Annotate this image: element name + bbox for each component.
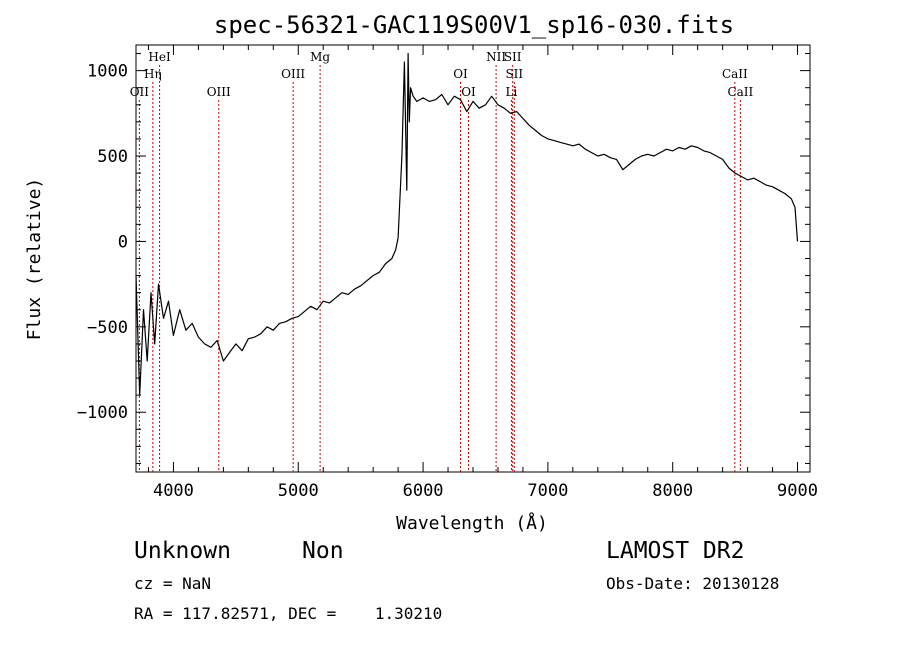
obs-date-label: Obs-Date: 20130128 [606, 574, 780, 593]
line-label-lines_mid-4: CaII [722, 67, 748, 81]
y-tick-label-4: 1000 [87, 62, 128, 82]
line-label-lines_mid-0: Hη [144, 67, 162, 81]
y-tick-label-0: −1000 [77, 403, 128, 423]
x-axis-label: Wavelength (Å) [396, 512, 548, 534]
line-label-lines_mid-1: OIII [281, 67, 305, 81]
line-label-lines_mid-3: SII [505, 67, 523, 81]
y-tick-label-3: 500 [97, 147, 128, 167]
redshift-label: cz = NaN [134, 574, 212, 593]
spectrum-series [135, 52, 799, 396]
coordinates-label: RA = 117.82571, DEC = 1.30210 [134, 604, 443, 623]
plot-frame [135, 44, 811, 473]
chart-title: spec-56321-GAC119S00V1_sp16-030.fits [214, 11, 734, 39]
y-axis-ticks: −1000 −500 0 500 1000 [77, 53, 810, 464]
classification-label: Unknown [134, 538, 231, 564]
line-label-lines_top-0: HeI [148, 50, 171, 64]
line-label-lines_low-1: OIII [207, 85, 231, 99]
x-tick-label-2: 6000 [403, 481, 444, 501]
line-label-lines_top-1: Mg [310, 50, 330, 64]
line-label-lines_low-3: Li [506, 85, 518, 99]
y-tick-label-1: −500 [87, 318, 128, 338]
y-axis-label: Flux (relative) [24, 178, 45, 341]
line-label-lines_low-0: OII [130, 85, 150, 99]
y-tick-label-2: 0 [118, 232, 128, 252]
x-tick-label-0: 4000 [153, 481, 194, 501]
x-tick-label-1: 5000 [278, 481, 319, 501]
x-tick-label-5: 9000 [777, 481, 818, 501]
x-tick-label-3: 7000 [527, 481, 568, 501]
emission-line-markers [138, 65, 741, 472]
line-label-lines_mid-2: OI [453, 67, 468, 81]
line-label-lines_low-4: CaII [727, 85, 753, 99]
line-label-lines_top-3: SII [504, 50, 522, 64]
x-tick-label-4: 8000 [652, 481, 693, 501]
subclass-label: Non [302, 538, 344, 564]
spectrum-line-0 [135, 52, 799, 396]
line-label-lines_low-2: OI [461, 85, 476, 99]
x-axis-ticks: 4000 5000 6000 7000 8000 9000 [147, 45, 818, 501]
line-label-lines_top-2: NII [486, 50, 506, 64]
survey-label: LAMOST DR2 [606, 538, 745, 564]
